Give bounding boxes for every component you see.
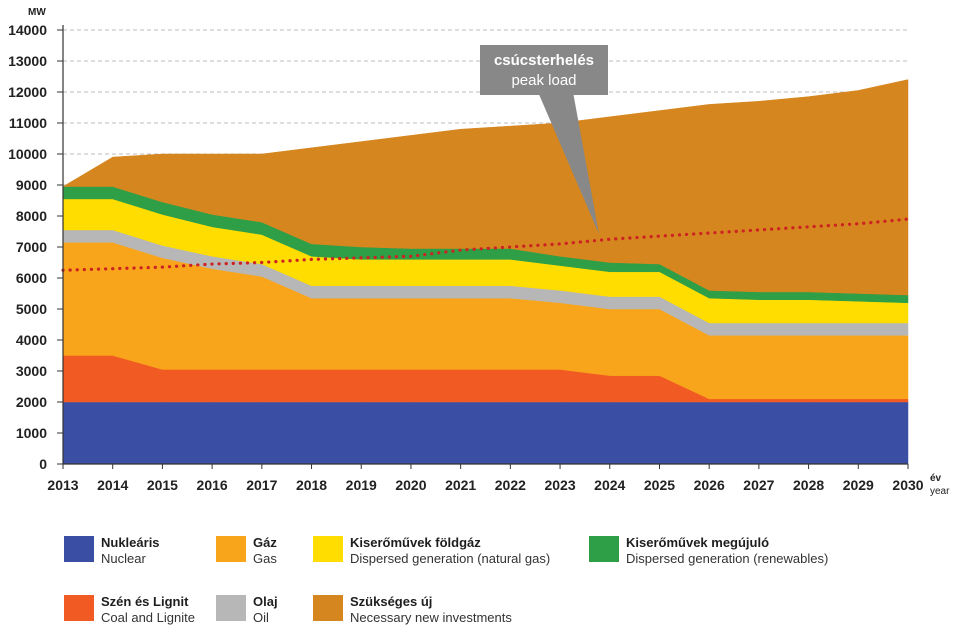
x-tick-label: 2026 bbox=[694, 477, 725, 493]
x-tick-label: 2016 bbox=[197, 477, 228, 493]
y-tick-label: 10000 bbox=[8, 146, 47, 162]
x-tick-label: 2013 bbox=[47, 477, 78, 493]
legend-label-en: Dispersed generation (natural gas) bbox=[350, 551, 551, 566]
legend-swatch bbox=[313, 595, 343, 621]
y-tick-label: 1000 bbox=[16, 425, 47, 441]
y-tick-label: 0 bbox=[39, 456, 47, 472]
y-unit-label: MW bbox=[28, 7, 46, 18]
y-tick-label: 2000 bbox=[16, 394, 47, 410]
y-tick-label: 5000 bbox=[16, 301, 47, 317]
legend-item-dispersed_renew: Kiserőművek megújuló Dispersed generation… bbox=[589, 535, 828, 567]
y-tick-label: 13000 bbox=[8, 53, 47, 69]
x-tick-label: 2017 bbox=[246, 477, 277, 493]
y-tick-label: 12000 bbox=[8, 84, 47, 100]
y-tick-label: 4000 bbox=[16, 332, 47, 348]
x-tick-label: 2021 bbox=[445, 477, 476, 493]
x-tick-label: 2028 bbox=[793, 477, 824, 493]
legend-item-coal: Szén és Lignit Coal and Lignite bbox=[64, 594, 195, 626]
y-tick-label: 9000 bbox=[16, 177, 47, 193]
legend-label-hu: Nukleáris bbox=[101, 535, 160, 550]
callout-box bbox=[480, 45, 608, 95]
x-tick-label: 2027 bbox=[743, 477, 774, 493]
x-tick-label: 2018 bbox=[296, 477, 327, 493]
peak-load-line bbox=[61, 217, 910, 272]
legend-item-gas: Gáz Gas bbox=[216, 535, 277, 567]
legend-label-hu: Gáz bbox=[253, 535, 277, 550]
legend-swatch bbox=[216, 536, 246, 562]
y-tick-label: 6000 bbox=[16, 270, 47, 286]
legend-item-nuclear: Nukleáris Nuclear bbox=[64, 535, 160, 567]
legend-label-en: Nuclear bbox=[101, 551, 146, 566]
peak-load-series bbox=[61, 217, 910, 272]
x-tick-label: 2020 bbox=[395, 477, 426, 493]
y-tick-label: 14000 bbox=[8, 22, 47, 38]
legend-label-hu: Kiserőművek földgáz bbox=[350, 535, 481, 550]
legend-swatch bbox=[64, 595, 94, 621]
x-tick-label: 2019 bbox=[346, 477, 377, 493]
legend-swatch bbox=[216, 595, 246, 621]
x-tick-label: 2014 bbox=[97, 477, 128, 493]
legend-label-en: Gas bbox=[253, 551, 277, 566]
x-tick-label: 2024 bbox=[594, 477, 625, 493]
legend-label-en: Dispersed generation (renewables) bbox=[626, 551, 829, 566]
x-tick-label: 2029 bbox=[843, 477, 874, 493]
legend-label-hu: Szén és Lignit bbox=[101, 594, 189, 609]
callout-label-hu: csúcsterhelés bbox=[494, 52, 594, 69]
area-new_investments bbox=[62, 79, 909, 296]
axes bbox=[62, 25, 908, 465]
x-tick-label: 2030 bbox=[892, 477, 923, 493]
legend-swatch bbox=[313, 536, 343, 562]
y-tick-label: 11000 bbox=[9, 115, 47, 131]
y-tick-label: 3000 bbox=[16, 363, 47, 379]
legend-label-hu: Olaj bbox=[253, 594, 278, 609]
x-unit-en-label: year bbox=[930, 486, 950, 497]
legend-label-en: Coal and Lignite bbox=[101, 610, 195, 625]
legend-item-dispersed_gas: Kiserőművek földgáz Dispersed generation … bbox=[313, 535, 550, 567]
x-tick-label: 2025 bbox=[644, 477, 675, 493]
legend-label-hu: Szükséges új bbox=[350, 594, 433, 609]
callout-label-en: peak load bbox=[511, 72, 576, 89]
y-tick-labels: 0 1000 2000 3000 4000 5000 6000 7000 8000 9000 100… bbox=[8, 22, 63, 472]
area-series bbox=[62, 79, 909, 465]
x-tick-label: 2022 bbox=[495, 477, 526, 493]
callout-pointer bbox=[538, 92, 599, 234]
legend-label-en: Necessary new investments bbox=[350, 610, 512, 625]
legend-item-oil: Olaj Oil bbox=[216, 594, 278, 626]
legend-item-new_investments: Szükséges új Necessary new investments bbox=[313, 594, 512, 626]
x-tick-label: 2015 bbox=[147, 477, 178, 493]
y-tick-label: 7000 bbox=[16, 239, 47, 255]
legend-swatch bbox=[64, 536, 94, 562]
stacked-area-chart: 0 1000 2000 3000 4000 5000 6000 7000 8000 9000 100… bbox=[8, 7, 950, 497]
x-tick-labels: 2013 2014 2015 2016 2017 2018 2019 2020 2021 2022… bbox=[47, 464, 924, 493]
x-tick-label: 2023 bbox=[544, 477, 575, 493]
legend-label-en: Oil bbox=[253, 610, 269, 625]
area-nuclear bbox=[62, 401, 909, 465]
legend-label-hu: Kiserőművek megújuló bbox=[626, 535, 770, 550]
y-tick-label: 8000 bbox=[16, 208, 47, 224]
x-unit-hu-label: év bbox=[930, 473, 942, 484]
legend-swatch bbox=[589, 536, 619, 562]
peak-load-callout: csúcsterhelés peak load bbox=[480, 45, 608, 234]
